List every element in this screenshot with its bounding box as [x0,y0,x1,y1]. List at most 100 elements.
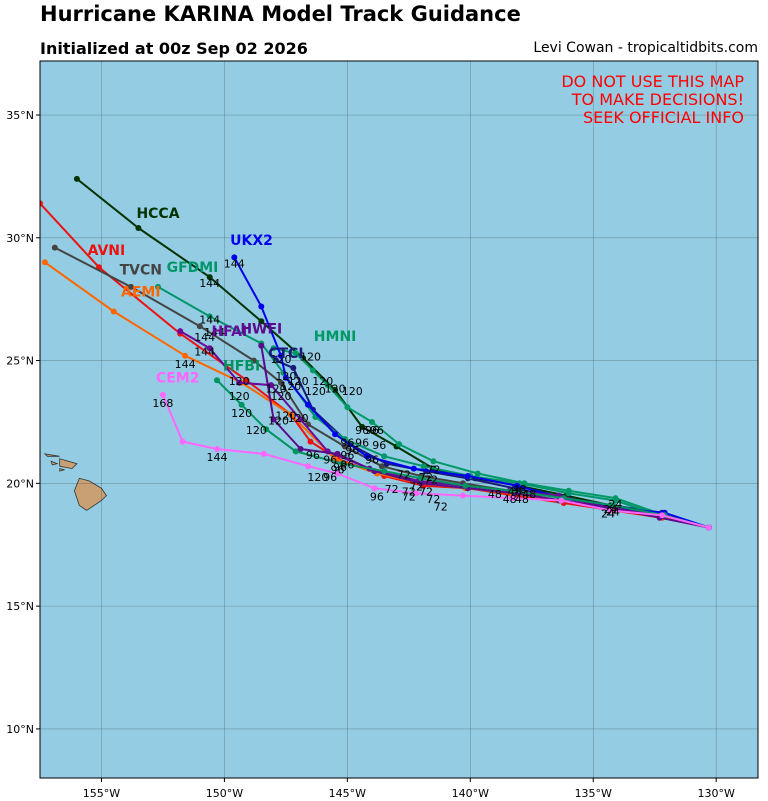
track-point [41,259,48,266]
forecast-hour-label: 72 [385,483,399,496]
forecast-hour-label: 120 [231,407,252,420]
forecast-hour-label: 96 [365,424,379,437]
model-label-hfai: HFAI [211,324,247,340]
model-label-gfdmi: GFDMI [167,260,219,276]
lon-tick-label: 140°W [452,787,489,800]
forecast-hour-label: 96 [323,454,337,467]
track-point [369,419,375,425]
model-label-aemi: AEMI [121,285,161,301]
model-tracks [40,175,712,531]
forecast-hour-label: 96 [333,461,347,474]
track-point [381,468,388,475]
forecast-hour-label: 120 [300,351,321,364]
forecast-hour-label: 24 [601,508,615,521]
island-lanai [50,460,59,466]
track-point [410,465,417,472]
forecast-hour-label: 48 [515,493,529,506]
track-point [607,507,614,514]
forecast-hour-label: 120 [275,410,296,423]
track-point [292,448,299,455]
forecast-hour-label: 144 [175,358,196,371]
forecast-hour-label: 120 [229,390,250,403]
track-point [135,225,142,231]
track-point [659,512,666,519]
track-point [514,482,520,489]
warning-line: TO MAKE DECISIONS! [571,90,744,109]
page-title: Hurricane KARINA Model Track Guidance [40,2,521,26]
forecast-hour-label: 96 [355,437,369,450]
forecast-hour-label: 120 [307,471,328,484]
track-point [509,495,516,502]
track-line-hwfi [260,345,709,529]
track-point [278,352,284,359]
model-label-hfbi: HFBI [223,358,260,374]
track-point [290,364,297,371]
track-point [413,490,420,497]
lat-tick-label: 30°N [6,232,34,245]
forecast-hour-label: 72 [419,471,433,484]
track-point [509,487,516,494]
track-point [332,455,339,462]
track-line-hmni [273,347,710,529]
init-time-subtitle: Initialized at 00z Sep 02 2026 [40,39,308,58]
track-point [381,453,388,460]
forecast-hour-label: 168 [152,397,173,410]
forecast-hour-label: 48 [503,493,517,506]
track-point [258,342,265,349]
track-point [287,411,294,418]
track-point [243,377,250,384]
track-line-gfdmi [157,286,710,529]
forecast-hour-label: 144 [194,331,215,344]
track-point [334,470,341,477]
lon-tick-label: 135°W [575,787,612,800]
forecast-hour-label: 120 [271,390,292,403]
track-point [292,350,299,357]
lat-lon-grid [40,61,758,778]
forecast-hour-label: 24 [606,505,620,518]
track-point [270,416,277,423]
forecast-hour-label: 72 [402,486,416,499]
track-point [305,401,311,408]
track-point [609,502,616,509]
forecast-hour-label: 120 [229,375,250,388]
track-point [464,473,471,479]
model-label-ukx2: UKX2 [230,233,273,249]
forecast-hour-label: 96 [365,454,379,467]
track-point [558,497,565,504]
axis-ticks: 155°W 150°W 145°W 140°W 135°W 130°W 10°N 15°N 20… [6,109,735,800]
island-molokai [43,453,60,457]
track-point [371,485,378,492]
forecast-hour-label: 120 [342,385,363,398]
track-point [282,374,289,381]
hawaiian-islands [43,453,107,511]
forecast-hour-label: 96 [323,471,337,484]
track-point [206,274,213,281]
track-point [231,254,238,261]
forecast-hour-label: 96 [306,449,320,462]
track-point [128,283,134,290]
lon-tick-label: 150°W [206,787,243,800]
track-line-cem2 [161,394,710,529]
forecast-hour-label: 120 [271,353,292,366]
track-point [182,352,189,359]
forecast-hour-label: 96 [370,491,384,504]
forecast-hour-label: 96 [370,424,384,437]
forecast-hour-label: 120 [275,370,296,383]
lon-tick-label: 155°W [83,787,120,800]
track-point [40,200,43,207]
track-point [324,382,331,389]
lat-tick-label: 15°N [6,600,34,613]
track-point [462,482,469,489]
track-point [344,404,351,411]
forecast-hour-label: 72 [409,481,423,494]
lon-tick-label: 130°W [698,787,735,800]
track-point [196,323,203,330]
track-point [73,175,80,182]
track-point [418,475,425,482]
track-hfbi [214,377,712,531]
track-point [359,423,366,430]
forecast-hour-label: 120 [266,383,287,396]
